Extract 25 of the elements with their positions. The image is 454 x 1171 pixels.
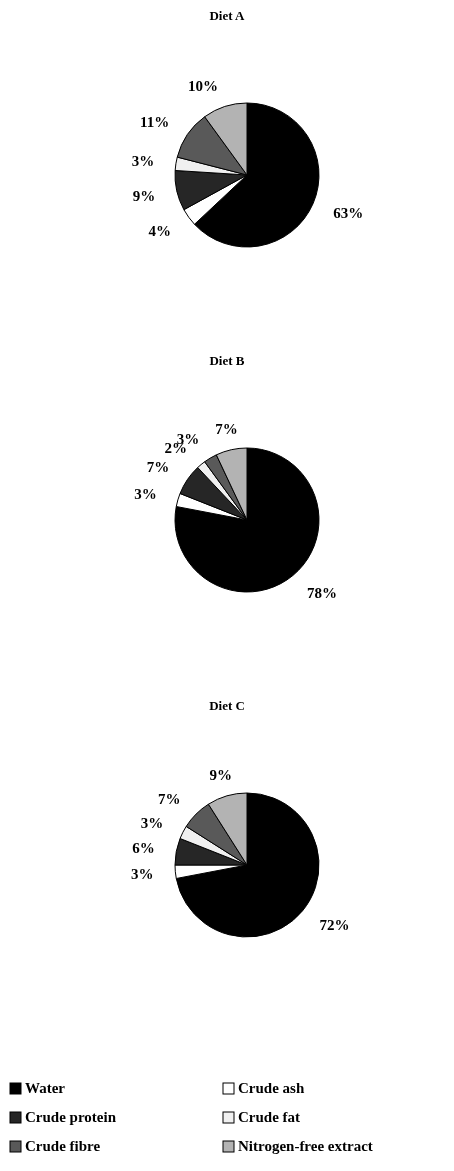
data-label: 3% [134,486,157,503]
data-label: 4% [148,222,171,239]
data-label: 63% [333,204,364,221]
legend-label: Water [25,1080,66,1097]
data-label: 72% [319,917,350,934]
data-label: 3% [131,152,155,169]
legend-label: Crude fat [238,1109,301,1126]
data-label: 3% [140,814,164,831]
data-label: 9% [132,187,156,204]
legend-label: Crude protein [25,1109,117,1126]
chart-title: Diet C [209,698,245,713]
data-label: 11% [140,114,170,131]
data-label: 6% [132,839,155,856]
legend-label: Nitrogen-free extract [238,1138,373,1155]
data-label: 10% [187,77,218,94]
legend-label: Crude ash [238,1080,305,1097]
legend-label: Crude fibre [25,1138,101,1155]
chart-title: Diet B [209,353,245,368]
data-label: 9% [209,766,233,783]
data-label: 78% [306,584,337,601]
data-label: 7% [158,790,181,807]
chart-title: Diet A [209,8,246,23]
data-label: 7% [215,420,238,437]
data-label: 3% [130,866,154,883]
data-label: 7% [146,459,170,476]
